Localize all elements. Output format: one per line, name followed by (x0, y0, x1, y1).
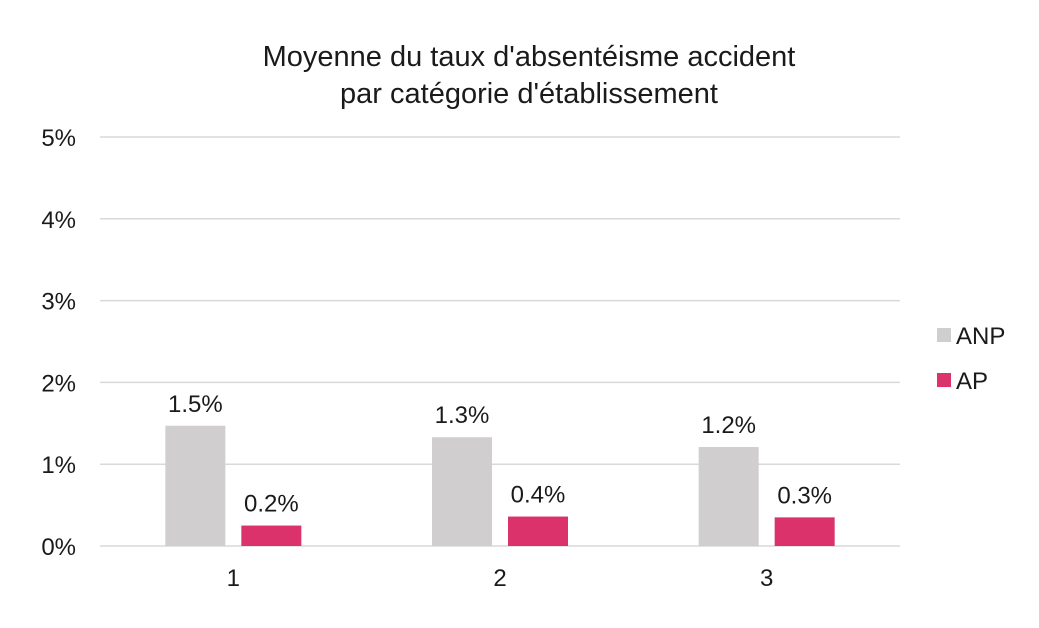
bar-anp-cat-3 (698, 447, 759, 546)
legend-swatch-ap (937, 373, 951, 387)
data-label-anp-cat-1: 1.5% (168, 391, 223, 418)
bar-ap-cat-3 (774, 517, 835, 546)
y-tick-label: 1% (41, 452, 76, 479)
data-label-anp-cat-3: 1.2% (701, 412, 756, 439)
data-label-anp-cat-2: 1.3% (435, 402, 490, 429)
legend-swatch-anp (937, 328, 951, 342)
x-tick-label: 1 (227, 565, 240, 592)
bar-ap-cat-1 (241, 525, 302, 546)
y-tick-label: 2% (41, 370, 76, 397)
data-labels: 1.5% 0.2% 1.3% 0.4% 1.2% 0.3% (168, 391, 832, 518)
x-tick-label: 2 (493, 565, 506, 592)
data-label-ap-cat-3: 0.3% (777, 482, 832, 509)
x-axis-ticks: 1 2 3 (227, 565, 774, 592)
legend-label-anp: ANP (956, 323, 1005, 350)
bars (165, 425, 835, 546)
data-label-ap-cat-2: 0.4% (511, 482, 566, 509)
y-axis-ticks: 0% 1% 2% 3% 4% 5% (41, 125, 76, 561)
chart-title-line-2: par catégorie d'établissement (340, 78, 718, 110)
y-tick-label: 5% (41, 125, 76, 152)
bar-anp-cat-2 (432, 437, 492, 546)
gridlines (100, 136, 900, 547)
data-label-ap-cat-1: 0.2% (244, 491, 299, 518)
bar-ap-cat-2 (508, 516, 568, 546)
y-tick-label: 0% (41, 534, 76, 561)
legend-label-ap: AP (956, 368, 988, 395)
chart-title-line-1: Moyenne du taux d'absentéisme accident (263, 41, 796, 73)
chart-title: Moyenne du taux d'absentéisme accident pa… (263, 41, 796, 110)
x-tick-label: 3 (760, 565, 773, 592)
y-tick-label: 4% (41, 207, 76, 234)
legend: ANP AP (937, 323, 1005, 395)
bar-anp-cat-1 (165, 425, 226, 546)
y-tick-label: 3% (41, 289, 76, 316)
